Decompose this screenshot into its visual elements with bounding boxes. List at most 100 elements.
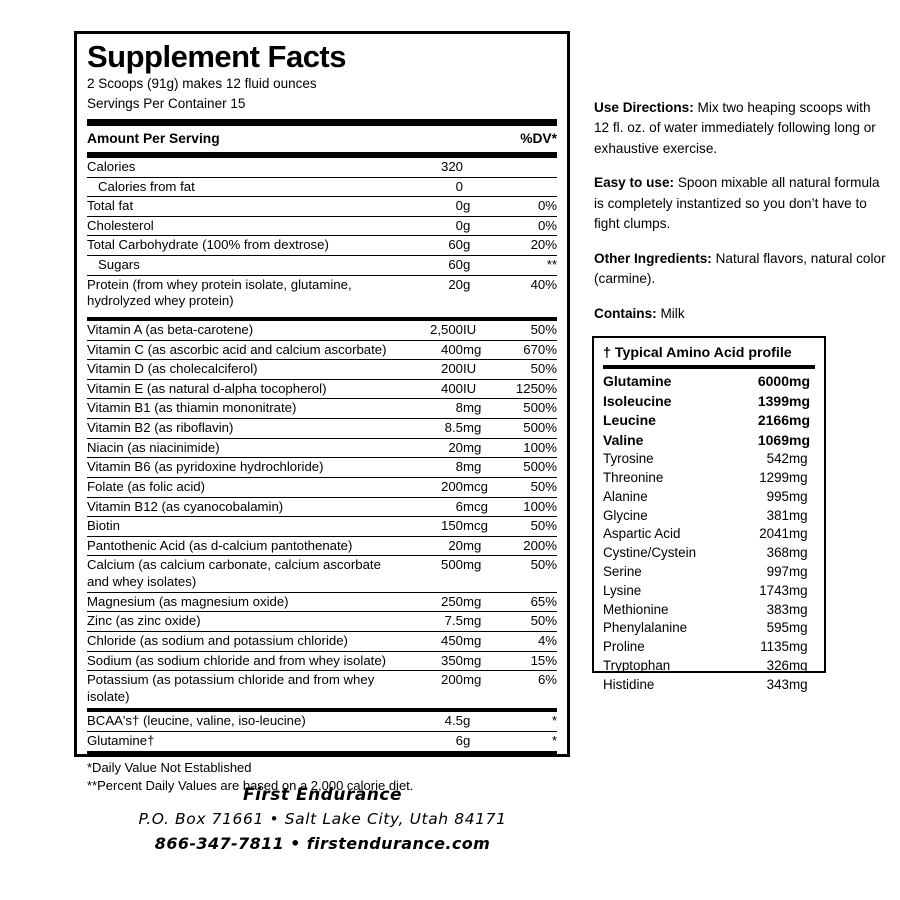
table-row: Vitamin B2 (as riboflavin) 8.5 mg 500% (87, 418, 557, 439)
company-address: P.O. Box 71661 • Salt Lake City, Utah 84… (138, 810, 507, 828)
footnote-percent-daily-values: **Percent Daily Values are based on a 2,… (87, 777, 414, 793)
nutrient-unit: mg (463, 536, 501, 557)
amino-acid-name: Valine (603, 431, 644, 448)
amino-acid-name: Methionine (603, 601, 669, 617)
amino-acid-unit: mg (789, 639, 808, 655)
table-row: Chloride (as sodium and potassium chlori… (87, 631, 557, 652)
divider-vitamins-bcaa (87, 708, 557, 713)
table-header-row: Amount Per Serving %DV* (87, 126, 557, 152)
nutrient-unit (463, 157, 501, 178)
nutrient-amount: 0 (401, 216, 463, 237)
divider-thick-top (87, 118, 557, 126)
divider-macros-vitamins (87, 316, 557, 321)
amino-acid-amount: 1299 (759, 470, 789, 486)
nutrient-unit: IU (463, 379, 501, 400)
nutrient-daily-value: 1250% (501, 379, 557, 400)
nutrient-name: Zinc (as zinc oxide) (87, 611, 401, 632)
other-ingredients-label: Other Ingredients: (594, 250, 712, 266)
nutrient-amount: 500 (401, 555, 463, 593)
nutrient-amount: 20 (448, 276, 463, 292)
table-row: Total fat 0 g 0% (87, 196, 557, 217)
table-row: Sugars 60 g ** (87, 255, 557, 276)
table-row: Vitamin B12 (as cyanocobalamin) 6 mcg 100% (87, 497, 557, 518)
amino-acid-row: Tyrosine 542 mg (603, 450, 815, 469)
easy-to-use-label: Easy to use: (594, 175, 675, 191)
amino-acid-name: Tryptophan (603, 658, 671, 674)
nutrient-amount: 8.5 (401, 418, 463, 439)
nutrient-daily-value: 65% (501, 592, 557, 613)
amino-acid-unit: mg (789, 412, 810, 429)
nutrient-unit: mcg (463, 497, 501, 518)
nutrient-daily-value: 6% (537, 672, 557, 688)
amino-acid-row: Glutamine 6000 mg (603, 372, 815, 392)
nutrient-amount: 200 (401, 477, 463, 498)
amino-acid-row: Glycine 381 mg (603, 507, 815, 526)
nutrient-name: Calories from fat (87, 177, 401, 198)
amino-title-divider (603, 365, 815, 369)
amino-acid-unit: mg (789, 620, 808, 636)
amino-acid-name: Glycine (603, 507, 648, 523)
nutrient-name: Vitamin A (as beta-carotene) (87, 320, 401, 341)
other-ingredients-text: Natural flavors, natural color (carmine)… (594, 250, 886, 287)
nutrient-amount: 7.5 (401, 611, 463, 632)
amino-acid-row: Histidine 343 mg (603, 676, 815, 695)
nutrient-unit: g (463, 196, 501, 217)
nutrition-header-group: Amount Per Serving %DV* (87, 126, 557, 152)
nutrient-name: Vitamin B1 (as thiamin mononitrate) (87, 398, 401, 420)
nutrient-name: Chloride (as sodium and potassium chlori… (87, 631, 401, 652)
nutrition-table-vitamins: Vitamin A (as beta-carotene) 2,500 IU 50% Vi… (87, 320, 557, 707)
amino-acid-row: Valine 1069 mg (603, 431, 815, 451)
table-row: Protein (from whey protein isolate, glut… (87, 275, 557, 311)
amino-acid-amount: 1069 (757, 431, 789, 448)
table-row: Pantothenic Acid (as d-calcium pantothen… (87, 536, 557, 557)
amino-acid-name: Phenylalanine (603, 620, 688, 636)
nutrient-unit: mg (463, 398, 501, 420)
table-row: Cholesterol 0 g 0% (87, 216, 557, 237)
nutrient-amount: 320 (401, 157, 463, 178)
nutrient-amount: 0 (401, 177, 463, 198)
nutrient-amount: 200 (401, 359, 463, 380)
nutrient-unit: IU (463, 359, 501, 380)
amino-acid-name: Leucine (603, 412, 656, 429)
nutrient-amount: 250 (401, 592, 463, 613)
nutrient-daily-value: ** (501, 255, 557, 276)
table-row: Potassium (as potassium chloride and fro… (87, 671, 557, 707)
amino-acid-name: Serine (603, 564, 642, 580)
amino-acid-row: Methionine 383 mg (603, 601, 815, 620)
amino-acid-row: Alanine 995 mg (603, 488, 815, 507)
amino-acid-amount: 995 (766, 488, 789, 504)
footnote-daily-value: *Daily Value Not Established (87, 759, 252, 775)
page-title: Supplement Facts (87, 39, 347, 74)
nutrient-unit: mg (463, 631, 501, 652)
company-name: First Endurance (242, 785, 403, 805)
amino-acid-row: Lysine 1743 mg (603, 582, 815, 601)
nutrient-daily-value: * (551, 733, 557, 749)
nutrient-daily-value: 0% (501, 196, 557, 217)
amino-acid-name: Glutamine (603, 373, 672, 390)
amino-acid-row: Threonine 1299 mg (603, 469, 815, 488)
contains-label: Contains: (594, 305, 657, 321)
amino-acid-unit: mg (789, 470, 808, 486)
nutrient-amount: 8 (401, 398, 463, 420)
nutrient-name: Total Carbohydrate (100% from dextrose) (87, 235, 401, 257)
amino-acid-unit: mg (789, 507, 808, 523)
amino-acid-name: Alanine (603, 488, 648, 504)
amino-acid-row: Cystine/Cystein 368 mg (603, 544, 815, 563)
servings-per-container-text: Servings Per Container 15 (87, 96, 246, 112)
amino-acid-row: Leucine 2166 mg (603, 411, 815, 431)
table-row: Calories 320 (87, 157, 557, 178)
use-directions-label: Use Directions: (594, 99, 694, 115)
amino-acid-row: Proline 1135 mg (603, 638, 815, 657)
amino-acid-name: Tyrosine (603, 451, 654, 467)
nutrient-amount: 60 (401, 255, 463, 276)
nutrient-amount: 20 (401, 536, 463, 557)
amino-acid-amount: 2041 (759, 526, 789, 542)
nutrient-unit: mg (463, 418, 501, 439)
contains-paragraph: Contains: Milk (594, 304, 888, 325)
nutrient-name: Folate (as folic acid) (87, 477, 401, 498)
nutrient-daily-value: 50% (501, 477, 557, 498)
table-row: Vitamin C (as ascorbic acid and calcium … (87, 340, 557, 361)
amino-acid-unit: mg (789, 392, 810, 409)
nutrient-name: Vitamin C (as ascorbic acid and calcium … (87, 340, 401, 361)
amino-acid-row: Phenylalanine 595 mg (603, 619, 815, 638)
